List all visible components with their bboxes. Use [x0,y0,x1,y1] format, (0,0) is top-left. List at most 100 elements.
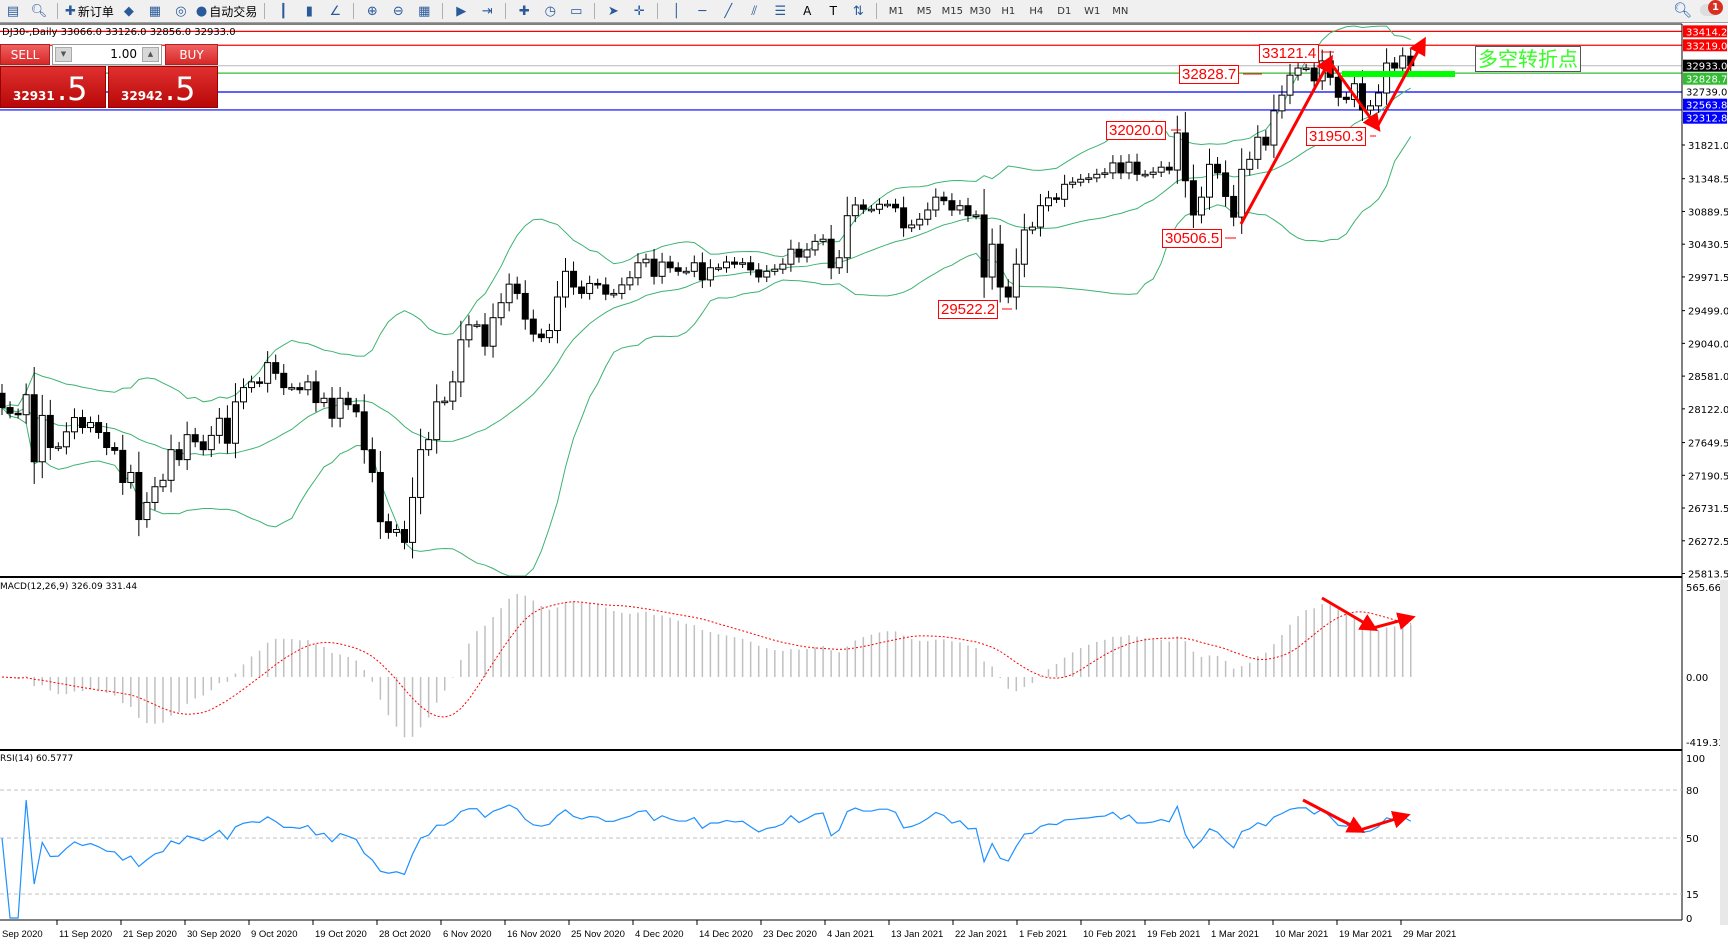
candle[interactable] [175,441,183,466]
candle[interactable] [851,196,859,223]
trendline-button[interactable]: ╱ [715,1,741,21]
arrows-button[interactable]: ⇅ [845,1,871,21]
candle[interactable] [908,219,916,233]
candle[interactable] [1012,248,1020,310]
candle[interactable] [787,239,795,272]
zoom-chart-button[interactable]: 🔍︎ [26,1,52,21]
bar-chart-button[interactable]: ┃ [270,1,296,21]
candle[interactable] [626,270,634,291]
candle[interactable] [1342,92,1350,104]
candle[interactable] [457,320,465,398]
buy-button[interactable]: BUY [165,44,218,65]
candle[interactable] [1399,47,1407,75]
candle[interactable] [46,399,54,460]
candle[interactable] [401,520,408,550]
candle[interactable] [972,210,980,220]
candle[interactable] [1077,174,1085,187]
timeframe-h4[interactable]: H4 [1029,5,1044,17]
main-pane[interactable] [0,24,1682,577]
price-label-high[interactable]: 33121.4 [1259,44,1320,63]
candlestick-button[interactable]: ▮ [296,1,322,21]
candle[interactable] [1197,186,1205,224]
templates-button[interactable]: ▭ [563,1,589,21]
candle[interactable] [706,259,714,287]
candle[interactable] [296,382,304,394]
history-button[interactable]: ◆ [116,1,142,21]
candle[interactable] [1069,177,1077,189]
candle[interactable] [449,370,457,410]
periods-button[interactable]: ◷ [537,1,563,21]
candle[interactable] [763,265,771,283]
support-zone-bar[interactable] [1342,71,1455,77]
new-order-button[interactable]: ✚ 新订单 [63,1,116,21]
candle[interactable] [1117,155,1125,180]
chart-window[interactable]: 31821.0 31348.5 30889.5 30430.5 29971.5 29499… [0,23,1728,946]
horizontal-line-button[interactable]: ─ [689,1,715,21]
terminal-button[interactable]: ▦ [142,1,168,21]
candle[interactable] [819,234,827,246]
candle[interactable] [1157,161,1165,177]
candle[interactable] [199,434,207,456]
indicators-button[interactable]: ✚ [511,1,537,21]
text-button[interactable]: A [793,1,819,21]
candle[interactable] [328,387,336,428]
candle[interactable] [739,257,747,269]
candle[interactable] [1214,157,1222,179]
candle[interactable] [1101,168,1109,179]
candle[interactable] [0,384,6,415]
scrollbar[interactable] [1720,580,1728,925]
candle[interactable] [650,248,658,285]
candle[interactable] [1254,125,1262,169]
candle[interactable] [95,414,103,439]
candle[interactable] [62,422,70,455]
trend-arrow[interactable] [1375,36,1426,128]
candle[interactable] [352,397,360,418]
candle[interactable] [690,255,698,278]
candle[interactable] [87,416,95,433]
candle[interactable] [392,524,400,537]
candle[interactable] [771,264,779,276]
price-label-swing-high[interactable]: 32020.0 [1106,121,1167,140]
trend-arrow[interactable] [1239,54,1333,225]
candle[interactable] [1189,164,1197,228]
candle[interactable] [240,378,247,410]
vertical-line-button[interactable]: │ [663,1,689,21]
auto-trading-button[interactable]: ● 自动交易 [194,1,259,21]
candle[interactable] [151,476,159,511]
candle[interactable] [594,278,602,289]
candle[interactable] [545,323,553,344]
candle[interactable] [119,434,127,495]
zoom-out-button[interactable]: ⊖ [385,1,411,21]
candle[interactable] [682,267,690,275]
candle[interactable] [867,204,875,213]
candle[interactable] [6,401,14,419]
candle[interactable] [1222,160,1230,207]
text-label-button[interactable]: T [819,1,845,21]
candle[interactable] [586,275,594,300]
rsi-divergence-arrow[interactable] [1302,798,1366,833]
candle[interactable] [1358,70,1366,121]
candle[interactable] [884,199,891,208]
timeframe-m1[interactable]: M1 [888,5,904,17]
candle[interactable] [731,257,739,269]
candle[interactable] [425,431,433,456]
candle[interactable] [1053,193,1061,204]
candle[interactable] [1085,173,1093,184]
candle[interactable] [988,228,996,290]
candle[interactable] [38,394,46,479]
candle[interactable] [1045,190,1052,212]
candle[interactable] [22,383,30,424]
tile-windows-button[interactable]: ▦ [411,1,437,21]
candle[interactable] [167,434,175,493]
candle[interactable] [183,421,191,471]
candle[interactable] [159,473,167,492]
timeframe-h1[interactable]: H1 [1001,5,1016,17]
signal-button[interactable]: ◎ [168,1,194,21]
cursor-button[interactable]: ➤ [600,1,626,21]
candle[interactable] [1149,167,1157,179]
candle[interactable] [288,383,296,392]
candle[interactable] [1093,168,1101,183]
candle[interactable] [1230,184,1238,227]
candle[interactable] [465,315,473,348]
candle[interactable] [191,427,199,448]
